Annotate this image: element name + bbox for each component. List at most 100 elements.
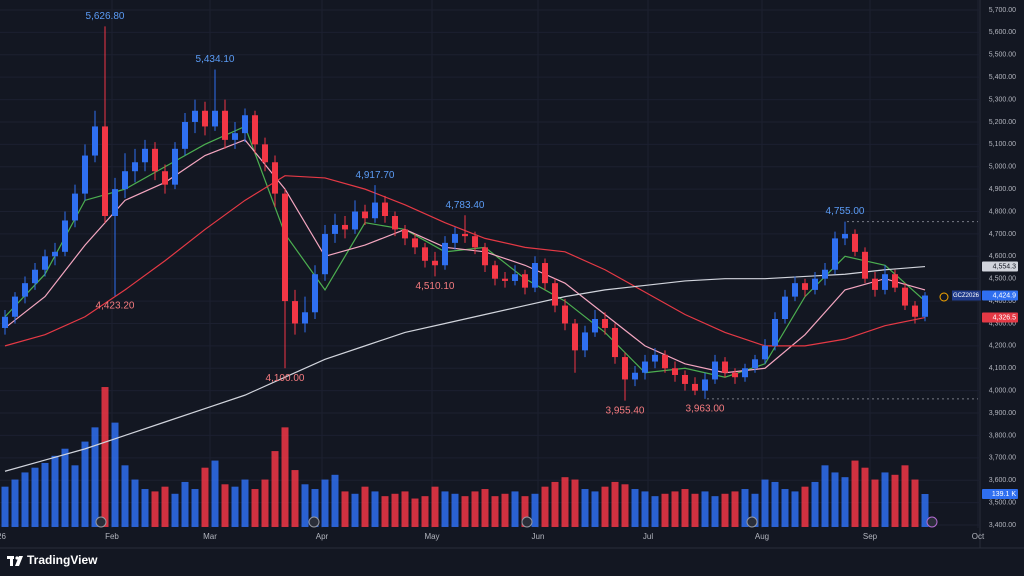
- y-tick-label: 4,000.00: [989, 387, 1016, 394]
- volume-bar: [801, 486, 809, 527]
- candle-body: [552, 283, 558, 306]
- candle-body: [542, 263, 548, 284]
- logo-part: [15, 556, 23, 566]
- volume-bar: [491, 496, 499, 527]
- x-tick-label: Jul: [643, 532, 653, 541]
- volume-bar: [661, 493, 669, 527]
- candle-body: [432, 260, 438, 266]
- volume-bar: [251, 489, 259, 527]
- extreme-label: 5,434.10: [196, 54, 235, 65]
- candle-body: [32, 269, 38, 284]
- volume-bar: [691, 493, 699, 527]
- volume-bar: [31, 467, 39, 527]
- volume-bar: [101, 387, 109, 527]
- x-tick-label: Mar: [203, 532, 217, 541]
- candle-body: [292, 301, 298, 324]
- logo-part: [15, 556, 19, 560]
- volume-bar: [191, 489, 199, 527]
- candle-body: [52, 251, 58, 257]
- y-tick-label: 3,700.00: [989, 455, 1016, 462]
- event-icon[interactable]: [95, 516, 107, 528]
- extreme-label: 4,783.40: [446, 200, 485, 211]
- volume-bar: [361, 486, 369, 527]
- candle-body: [352, 211, 358, 230]
- volume-bar: [761, 479, 769, 527]
- event-icon[interactable]: [926, 516, 938, 528]
- candle-body: [182, 121, 188, 149]
- candle-body: [42, 256, 48, 270]
- volume-bar: [461, 496, 469, 527]
- volume-bar: [241, 479, 249, 527]
- volume-bar: [341, 491, 349, 527]
- y-tick-label: 5,200.00: [989, 119, 1016, 126]
- dividend-icon[interactable]: [939, 292, 949, 302]
- candle-body: [242, 115, 248, 134]
- candle-body: [682, 374, 688, 384]
- volume-bar: [201, 467, 209, 527]
- x-tick-label: 2026: [0, 532, 6, 541]
- volume-bar: [871, 479, 879, 527]
- volume-bar: [111, 422, 119, 527]
- volume-bar: [751, 493, 759, 527]
- y-tick-label: 5,000.00: [989, 164, 1016, 171]
- candle-body: [72, 193, 78, 221]
- candle-body: [322, 233, 328, 275]
- x-tick-label: Apr: [316, 532, 329, 541]
- volume-bar: [851, 460, 859, 527]
- candle-body: [852, 233, 858, 252]
- symbol-box: [952, 290, 981, 301]
- y-tick-label: 3,600.00: [989, 477, 1016, 484]
- event-icon[interactable]: [521, 516, 533, 528]
- volume-bar: [671, 491, 679, 527]
- candle-body: [622, 357, 628, 380]
- candle-body: [902, 287, 908, 306]
- event-icon[interactable]: [746, 516, 758, 528]
- volume-bar: [781, 489, 789, 527]
- volume-bar: [181, 481, 189, 527]
- candle-body: [732, 372, 738, 378]
- candle-body: [192, 110, 198, 122]
- volume-bar: [921, 494, 929, 527]
- volume-bar: [131, 479, 139, 527]
- candle-body: [602, 319, 608, 328]
- volume-bar: [331, 474, 339, 527]
- volume-bar: [61, 448, 69, 527]
- volume-bar: [531, 493, 539, 527]
- candle-body: [722, 361, 728, 373]
- candle-body: [462, 233, 468, 237]
- candle-body: [222, 110, 228, 140]
- volume-bar: [701, 491, 709, 527]
- y-tick-label: 4,500.00: [989, 276, 1016, 283]
- volume-label-box: [982, 489, 1018, 499]
- event-icon[interactable]: [308, 516, 320, 528]
- volume-bar: [641, 491, 649, 527]
- volume-bar: [621, 484, 629, 527]
- volume-bar: [681, 489, 689, 527]
- volume-bar: [151, 491, 159, 527]
- volume-bar: [51, 455, 59, 527]
- candle-body: [672, 368, 678, 375]
- candle-body: [782, 296, 788, 319]
- volume-bar: [571, 479, 579, 527]
- candle-body: [12, 296, 18, 317]
- volume-bar: [431, 486, 439, 527]
- candle-body: [262, 144, 268, 163]
- volume-bar: [301, 484, 309, 527]
- candle-body: [452, 233, 458, 243]
- volume-bar: [561, 477, 569, 527]
- volume-bar: [221, 484, 229, 527]
- volume-bar: [121, 465, 129, 527]
- symbol-label: GCZ2026: [953, 293, 980, 299]
- candle-body: [142, 148, 148, 163]
- ma-price-label: 4,326.5: [993, 314, 1016, 321]
- y-tick-label: 4,900.00: [989, 186, 1016, 193]
- candle-body: [2, 316, 8, 328]
- y-tick-label: 5,100.00: [989, 141, 1016, 148]
- candle-body: [692, 383, 698, 391]
- x-tick-label: May: [424, 532, 439, 541]
- moving-average: [4, 265, 926, 472]
- volume-bar: [901, 465, 909, 527]
- volume-bar: [831, 472, 839, 527]
- ma-price-label: 4,554.3: [993, 263, 1016, 270]
